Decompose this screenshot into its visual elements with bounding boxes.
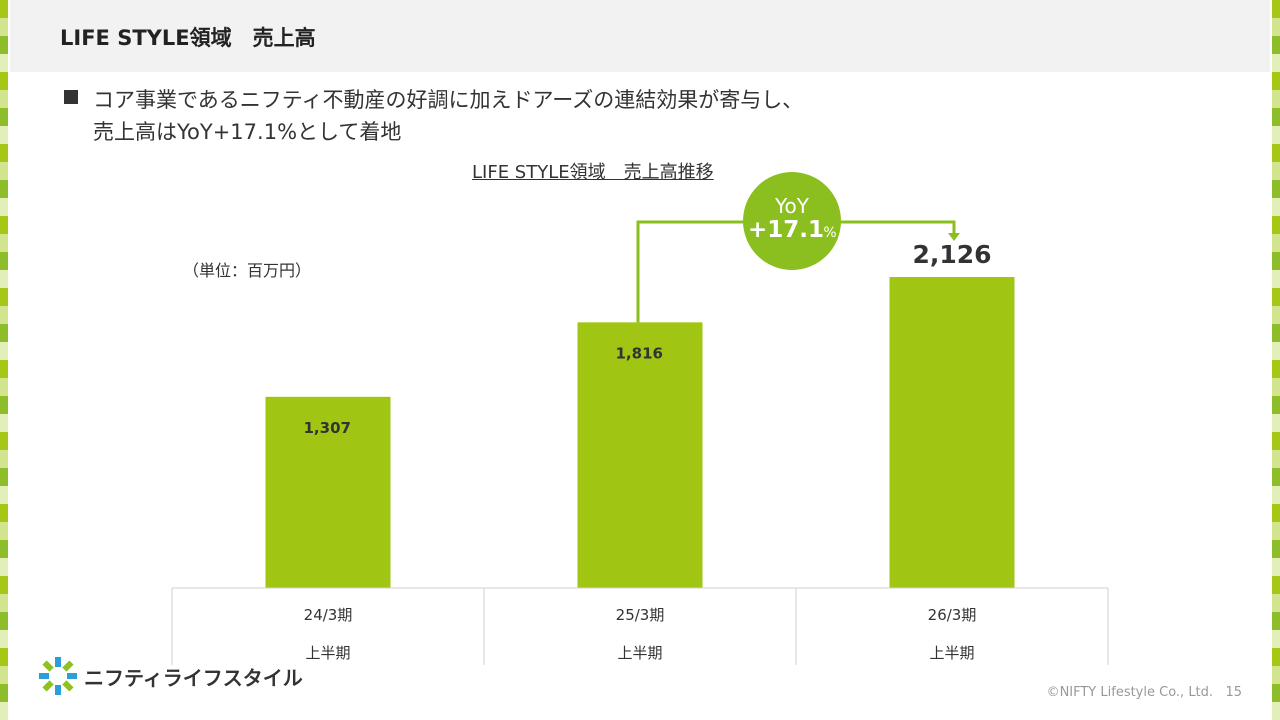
company-logo: ニフティライフスタイル: [38, 656, 303, 696]
bar-value-label-3: 2,126: [912, 240, 991, 269]
bar-value-label-1: 1,307: [304, 419, 351, 437]
bar-value-label-2: 1,816: [616, 344, 663, 362]
yoy-badge-circle: [743, 172, 841, 270]
chart-title: LIFE STYLE領域 売上高推移: [472, 162, 714, 183]
x-tick-label-3: 26/3期: [928, 606, 977, 624]
x-tick-label-2: 25/3期: [616, 606, 665, 624]
x-tick-sublabel-3: 上半期: [929, 644, 974, 662]
bullet-text-line-2: 売上高はYoY+17.1%として着地: [93, 120, 402, 144]
page-number: 15: [1225, 685, 1242, 700]
bar-1: [265, 396, 391, 588]
bullet-square-icon: [64, 90, 78, 104]
copyright-and-page: ©NIFTY Lifestyle Co., Ltd. 15: [1047, 685, 1242, 700]
bar-2: [577, 322, 703, 588]
yoy-arrowhead-icon: [948, 233, 960, 241]
yoy-badge-suffix: %: [823, 225, 836, 241]
chart-unit-label: （単位：百万円）: [183, 261, 312, 280]
yoy-badge-value: +17.1: [748, 217, 824, 243]
header-band: [10, 0, 1270, 72]
x-tick-label-1: 24/3期: [304, 606, 353, 624]
logo-burst-icon: [39, 657, 77, 695]
page-title: LIFE STYLE領域 売上高: [60, 26, 316, 50]
right-stripe-border: [1272, 0, 1280, 720]
bar-3: [889, 277, 1015, 588]
copyright-text: ©NIFTY Lifestyle Co., Ltd.: [1046, 685, 1214, 700]
logo-text: ニフティライフスタイル: [84, 666, 303, 690]
bullet-text-line-1: コア事業であるニフティ不動産の好調に加えドアーズの連結効果が寄与し、: [93, 88, 804, 112]
left-stripe-border: [0, 0, 8, 720]
yoy-badge-label: YoY: [774, 194, 810, 218]
x-tick-sublabel-2: 上半期: [617, 644, 662, 662]
x-tick-sublabel-1: 上半期: [305, 644, 350, 662]
